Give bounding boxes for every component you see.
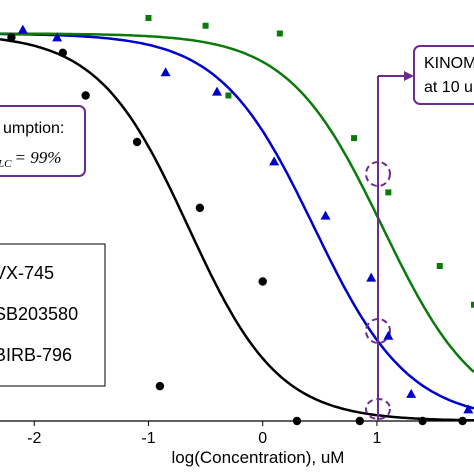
kinome-box-line1: KINOM bbox=[424, 55, 474, 72]
data-point-vx-745 bbox=[355, 416, 364, 426]
curve-vx-745 bbox=[0, 38, 474, 422]
callout-ring-top bbox=[365, 161, 391, 187]
callout-ring-bottom bbox=[365, 398, 391, 420]
data-point-birb-796 bbox=[225, 92, 232, 99]
data-point-birb-796 bbox=[202, 22, 209, 29]
data-point-vx-745 bbox=[81, 91, 90, 100]
x-tick-label: -1 bbox=[141, 430, 155, 447]
assumption-box-line2: LC= 99% bbox=[0, 148, 61, 170]
data-point-vx-745 bbox=[132, 137, 142, 147]
callout-ring-middle bbox=[365, 318, 391, 344]
data-point-birb-796 bbox=[385, 189, 392, 196]
legend-entry-sb203580: SB203580 bbox=[0, 304, 78, 324]
kinome-box-frame bbox=[413, 45, 474, 105]
data-point-sb203580 bbox=[383, 330, 394, 340]
data-point-sb203580 bbox=[406, 388, 417, 398]
data-point-birb-796 bbox=[276, 30, 283, 37]
assumption-subscript: LC bbox=[0, 158, 12, 170]
data-point-sb203580 bbox=[269, 156, 280, 166]
data-point-vx-745 bbox=[458, 416, 467, 426]
data-point-birb-796 bbox=[351, 135, 358, 142]
data-point-vx-745 bbox=[58, 48, 68, 58]
x-tick-label: 0 bbox=[258, 430, 267, 447]
x-tick-label: -2 bbox=[27, 430, 41, 447]
assumption-box-frame bbox=[0, 105, 86, 177]
data-point-sb203580 bbox=[463, 404, 474, 414]
data-point-sb203580 bbox=[320, 210, 331, 220]
data-point-vx-745 bbox=[195, 203, 205, 213]
legend: VX-745 SB203580 BIRB-796 bbox=[0, 243, 106, 387]
data-markers bbox=[7, 15, 474, 426]
x-axis-label: log(Concentration), uM bbox=[172, 448, 345, 467]
data-point-birb-796 bbox=[436, 263, 443, 269]
fit-curves bbox=[0, 32, 474, 422]
data-point-sb203580 bbox=[366, 272, 377, 282]
data-point-birb-796 bbox=[145, 15, 152, 21]
kinome-box: KINOM at 10 u bbox=[413, 45, 474, 105]
legend-entry-birb796: BIRB-796 bbox=[0, 345, 72, 365]
data-point-sb203580 bbox=[17, 24, 28, 34]
x-tick-labels: -2 -1 0 1 bbox=[27, 421, 381, 447]
data-point-sb203580 bbox=[160, 67, 171, 77]
data-point-sb203580 bbox=[212, 86, 223, 96]
x-tick-label: 1 bbox=[372, 430, 381, 447]
data-point-sb203580 bbox=[52, 32, 63, 42]
assumption-box: umption: LC= 99% bbox=[0, 105, 86, 177]
legend-entry-vx745: VX-745 bbox=[0, 263, 54, 283]
legend-frame bbox=[0, 243, 106, 387]
data-point-vx-745 bbox=[292, 416, 302, 426]
data-point-vx-745 bbox=[7, 33, 16, 42]
assumption-value: = 99% bbox=[14, 148, 61, 167]
data-point-vx-745 bbox=[155, 381, 165, 391]
data-point-vx-745 bbox=[258, 277, 267, 286]
callout bbox=[365, 71, 414, 421]
data-point-vx-745 bbox=[418, 416, 427, 426]
assumption-box-line1: umption: bbox=[3, 120, 64, 137]
curve-sb203580 bbox=[0, 32, 474, 410]
curve-birb-796 bbox=[0, 32, 474, 374]
kinome-box-line2: at 10 u bbox=[424, 79, 473, 96]
data-point-birb-796 bbox=[471, 301, 474, 308]
